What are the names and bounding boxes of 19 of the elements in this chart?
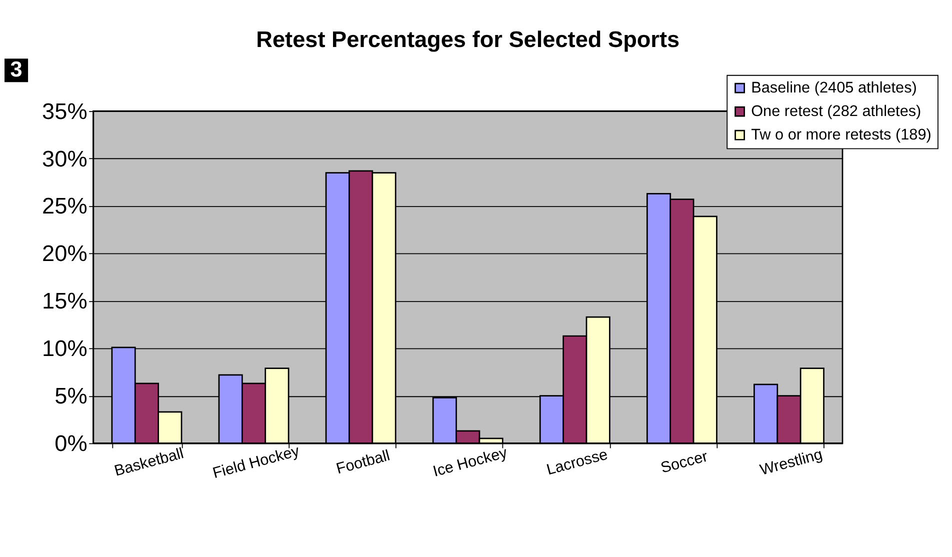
legend-label: Tw o or more retests (189)	[751, 126, 932, 144]
chart-title: Retest Percentages for Selected Sports	[256, 26, 680, 52]
x-tick-label: Ice Hockey	[431, 444, 510, 481]
x-tick-label: Lacrosse	[544, 446, 610, 479]
y-tick-label: 20%	[42, 241, 88, 266]
y-tick-label: 15%	[42, 288, 88, 314]
x-tick-label: Field Hockey	[210, 442, 302, 482]
text: 3	[10, 56, 22, 82]
y-tick-label: 25%	[42, 194, 88, 219]
y-tick-label: 35%	[42, 98, 88, 124]
legend-label: Baseline (2405 athletes)	[751, 80, 917, 97]
y-tick-label: 10%	[42, 336, 88, 362]
legend-label: One retest (282 athletes)	[751, 103, 922, 120]
y-tick-label: 5%	[54, 383, 88, 408]
y-tick-label: 30%	[42, 146, 88, 172]
x-tick-label: Wrestling	[758, 446, 824, 479]
y-tick-label: 0%	[54, 430, 88, 456]
x-tick-label: Football	[334, 447, 392, 478]
x-tick-label: Soccer	[658, 448, 710, 477]
